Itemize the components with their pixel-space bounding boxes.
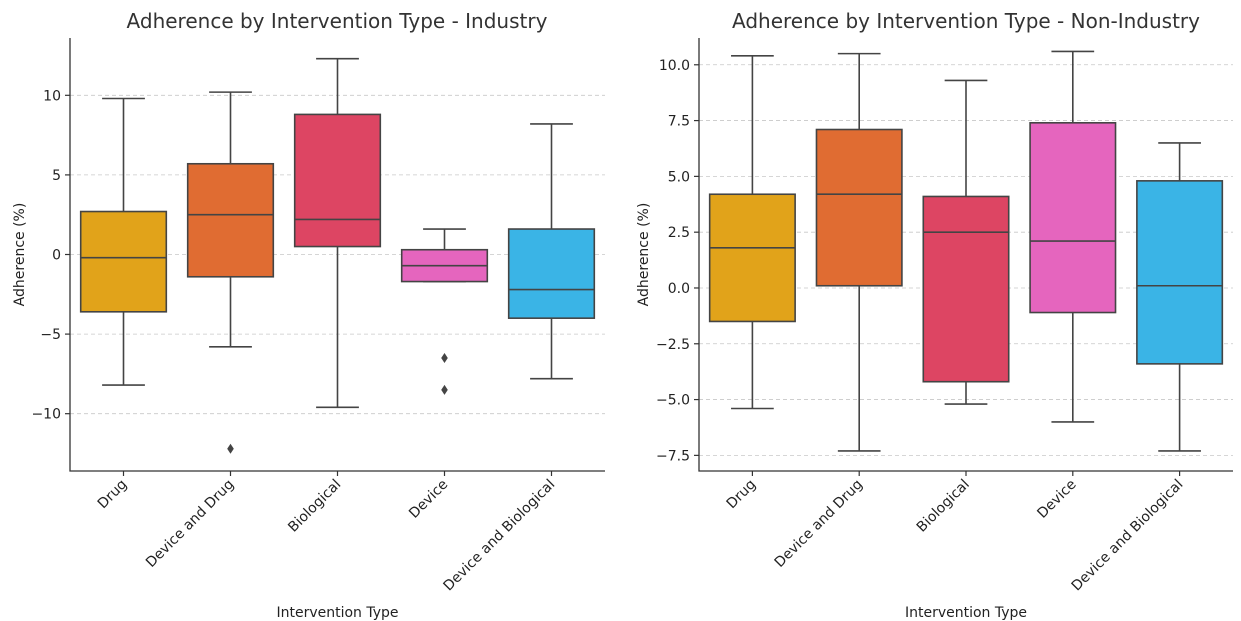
- y-tick-label: 0: [52, 248, 61, 264]
- y-tick-label: −7.5: [656, 448, 690, 464]
- box-body: [186, 162, 275, 278]
- x-tick-label: Drug: [724, 477, 760, 513]
- y-tick-label: −2.5: [656, 337, 690, 353]
- x-tick-label: Device and Biological: [441, 477, 559, 595]
- box-drug: [79, 97, 168, 386]
- chart-title: Adherence by Intervention Type - Industr…: [127, 9, 548, 33]
- box-body: [815, 128, 903, 287]
- box-device-and-biological: [507, 123, 596, 380]
- box-body: [1029, 122, 1117, 314]
- box-device: [400, 228, 489, 395]
- x-tick-label: Biological: [914, 477, 973, 536]
- box-biological: [293, 57, 382, 409]
- y-tick-label: −10: [31, 407, 61, 423]
- box-body: [79, 210, 168, 313]
- x-tick-label: Drug: [95, 477, 131, 513]
- box-body: [1136, 180, 1224, 365]
- y-tick-label: −5.0: [656, 393, 690, 409]
- x-tick-label: Device and Drug: [143, 477, 237, 571]
- y-tick-label: 0.0: [668, 281, 690, 297]
- y-tick-label: 10.0: [659, 58, 690, 74]
- x-axis-label: Intervention Type: [905, 605, 1027, 621]
- chart-title: Adherence by Intervention Type - Non-Ind…: [732, 9, 1200, 33]
- chart-panel-1: 10 5 0 −5 −10 Drug Device and Drug Biological De…: [12, 9, 605, 621]
- outlier-marker: [441, 352, 448, 363]
- x-tick-label: Device: [1034, 477, 1079, 522]
- box-drug: [708, 55, 796, 410]
- x-tick-label: Device and Biological: [1069, 477, 1187, 595]
- y-tick-label: −5: [40, 327, 61, 343]
- outlier-marker: [441, 384, 448, 395]
- chart-panel-2: 10.0 7.5 5.0 2.5 0.0 −2.5 −5.0 −7.5 Drug Device a…: [636, 9, 1233, 621]
- outlier-marker: [227, 443, 234, 454]
- y-tick-label: 7.5: [668, 114, 690, 130]
- box-body: [922, 195, 1010, 383]
- y-axis-label: Adherence (%): [12, 203, 28, 307]
- x-tick-label: Biological: [285, 477, 344, 536]
- x-tick-label: Device and Drug: [772, 477, 866, 571]
- box-body: [507, 228, 596, 319]
- x-tick-label: Device: [406, 477, 451, 522]
- box-device-and-biological: [1136, 142, 1224, 452]
- box-device-and-drug: [815, 52, 903, 452]
- x-axis-label: Intervention Type: [276, 605, 398, 621]
- box-biological: [922, 79, 1010, 405]
- box-body: [708, 193, 796, 323]
- y-tick-label: 5: [52, 168, 61, 184]
- y-axis-label: Adherence (%): [636, 203, 652, 307]
- axis-spines: [69, 38, 605, 472]
- box-body: [293, 113, 382, 248]
- box-device-and-drug: [186, 91, 275, 454]
- axis-spines: [698, 38, 1233, 472]
- y-tick-label: 5.0: [668, 169, 690, 185]
- y-tick-label: 10: [43, 88, 61, 104]
- y-tick-label: 2.5: [668, 225, 690, 241]
- box-device: [1029, 50, 1117, 423]
